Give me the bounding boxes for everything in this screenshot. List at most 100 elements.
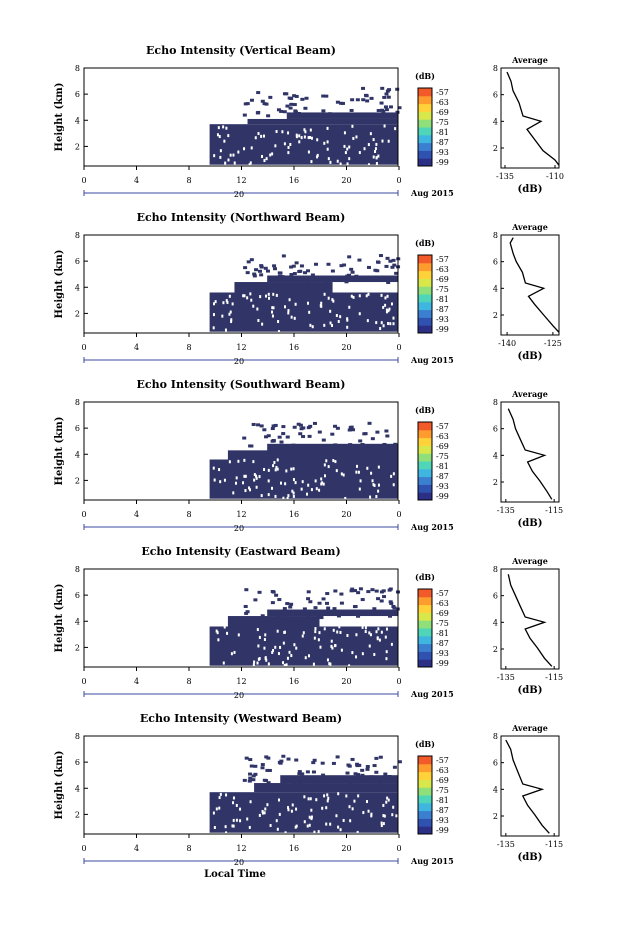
heatmap-gap — [380, 321, 383, 325]
heatmap-gap — [267, 468, 270, 472]
heatmap-gap — [263, 637, 266, 641]
average-y-tick-label: 4 — [493, 284, 498, 293]
heatmap-gap — [316, 138, 319, 142]
heatmap-cell — [305, 280, 310, 284]
colorbar-tick-label: -63 — [436, 432, 449, 441]
heatmap-gap — [370, 471, 373, 475]
colorbar-segment — [418, 445, 432, 454]
heatmap-cell — [242, 113, 247, 117]
heatmap-cell — [362, 277, 367, 281]
heatmap-gap — [309, 128, 312, 132]
colorbar-segment — [418, 158, 432, 167]
x-tick-label: 20 — [341, 510, 351, 519]
heatmap-block — [234, 282, 333, 293]
heatmap-cell — [365, 767, 370, 771]
average-x-tick-label: -125 — [544, 339, 562, 348]
heatmap-gap — [380, 630, 383, 634]
heatmap-cell — [262, 428, 267, 432]
heatmap-gap — [287, 131, 290, 135]
heatmap-cell — [321, 438, 326, 442]
heatmap-cell — [388, 105, 393, 109]
heatmap-cell — [366, 265, 371, 269]
heatmap-cell — [292, 780, 297, 784]
heatmap-cell — [385, 89, 390, 93]
heatmap-gap — [249, 161, 252, 165]
heatmap-gap — [223, 625, 226, 629]
heatmap-cell — [350, 270, 355, 274]
x-tick-label: 0 — [396, 343, 401, 352]
heatmap-gap — [369, 633, 372, 637]
heatmap-cell — [265, 768, 270, 772]
heatmap-cell — [277, 435, 282, 439]
y-axis-label: Height (km) — [54, 250, 65, 319]
heatmap-cell — [328, 448, 333, 452]
y-tick-label: 4 — [75, 283, 80, 292]
colorbar-segment — [418, 150, 432, 159]
heatmap-cell — [383, 105, 388, 109]
x-tick-label: 0 — [81, 510, 86, 519]
heatmap-gap — [266, 803, 269, 807]
heatmap-gap — [366, 319, 369, 323]
heatmap-cell — [347, 255, 352, 259]
colorbar-tick-label: -81 — [436, 462, 449, 471]
heatmap-cell — [330, 269, 335, 273]
colorbar-segment — [418, 826, 432, 835]
heatmap-cell — [245, 102, 250, 106]
heatmap-gap — [264, 294, 267, 298]
heatmap-gap — [295, 133, 298, 137]
x-tick-label: 0 — [81, 176, 86, 185]
average-x-tick-label: -115 — [545, 840, 563, 849]
heatmap-cell — [298, 423, 303, 427]
heatmap-gap — [375, 630, 378, 634]
heatmap-cell — [320, 761, 325, 765]
colorbar-tick-label: -63 — [436, 98, 449, 107]
average-x-tick-label: -135 — [496, 172, 514, 181]
colorbar-tick-label: -87 — [436, 639, 449, 648]
heatmap-gap — [348, 305, 351, 309]
heatmap-cell — [384, 429, 389, 433]
heatmap-block — [209, 459, 398, 499]
x-axis-label: Local Time — [204, 869, 266, 880]
heatmap-cell — [356, 773, 361, 777]
heatmap-gap — [258, 475, 261, 479]
heatmap-gap — [256, 628, 259, 632]
heatmap-gap — [325, 806, 328, 810]
chart-title: Echo Intensity (Southward Beam) — [137, 378, 346, 391]
heatmap-gap — [344, 496, 347, 500]
heatmap-gap — [326, 658, 329, 662]
heatmap-cell — [321, 597, 326, 601]
heatmap-gap — [242, 481, 245, 485]
heatmap-gap — [258, 813, 261, 817]
heatmap-gap — [365, 800, 368, 804]
heatmap-gap — [295, 646, 298, 650]
heatmap-gap — [303, 135, 306, 139]
heatmap-gap — [249, 488, 252, 492]
heatmap-cell — [370, 588, 375, 592]
heatmap-gap — [222, 301, 225, 305]
heatmap-gap — [308, 310, 311, 314]
average-title: Average — [511, 389, 548, 399]
heatmap-gap — [367, 292, 370, 296]
colorbar-tick-label: -87 — [436, 472, 449, 481]
heatmap-gap — [376, 636, 379, 640]
heatmap-gap — [321, 806, 324, 810]
colorbar-segment — [418, 787, 432, 796]
heatmap-gap — [286, 496, 289, 500]
heatmap-cell — [376, 109, 381, 113]
average-y-tick-label: 4 — [493, 117, 498, 126]
heatmap-gap — [254, 136, 257, 140]
heatmap-gap — [326, 799, 329, 803]
heatmap-gap — [382, 814, 385, 818]
x-tick-label: 0 — [396, 510, 401, 519]
heatmap-cell — [315, 444, 320, 448]
colorbar-segment — [418, 779, 432, 788]
heatmap-gap — [224, 328, 227, 332]
heatmap-gap — [385, 310, 388, 314]
day-label: 20 — [234, 357, 244, 366]
average-x-tick-label: -135 — [497, 840, 515, 849]
heatmap-gap — [336, 630, 339, 634]
heatmap-gap — [294, 302, 297, 306]
heatmap-gap — [332, 459, 335, 463]
colorbar-tick-label: -69 — [436, 442, 449, 451]
